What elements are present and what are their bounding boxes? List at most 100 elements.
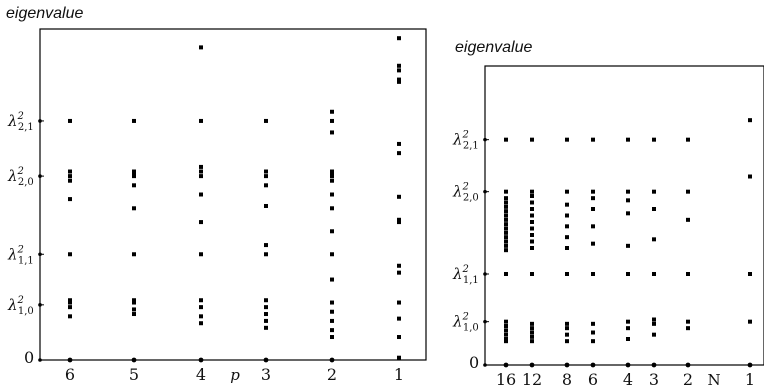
data-point (504, 235, 508, 240)
data-point (565, 321, 569, 326)
data-point (652, 317, 656, 322)
x-tick-label: 4 (623, 370, 633, 389)
data-point (263, 357, 269, 363)
data-point (504, 209, 508, 214)
data-point (330, 335, 334, 340)
data-point (591, 330, 595, 335)
data-point (132, 312, 136, 317)
data-point (397, 194, 401, 199)
data-point (397, 151, 401, 156)
data-point (132, 169, 136, 174)
data-point (132, 298, 136, 303)
data-point (330, 318, 334, 323)
data-point (397, 220, 401, 225)
data-point (199, 174, 203, 179)
data-point (626, 319, 630, 324)
data-point (397, 79, 401, 84)
data-point (626, 189, 630, 194)
data-point (565, 272, 569, 276)
data-point (264, 183, 268, 188)
plot-frame (39, 28, 427, 361)
data-point (626, 198, 630, 203)
data-point (397, 263, 401, 268)
data-point (748, 174, 752, 179)
data-point (504, 328, 508, 333)
data-point (131, 357, 137, 363)
data-point (199, 45, 203, 50)
x-tick-label: 16 (496, 370, 516, 389)
data-point (68, 169, 72, 174)
data-point (530, 194, 534, 198)
data-point (504, 137, 508, 142)
data-point (330, 206, 334, 211)
data-point (591, 189, 595, 194)
x-tick-label: 6 (65, 365, 75, 384)
data-point (330, 171, 334, 176)
data-point (504, 243, 508, 248)
data-point (199, 118, 203, 123)
data-point (530, 330, 534, 335)
data-point (264, 305, 268, 310)
x-tick-label: 1 (394, 365, 404, 384)
data-point (397, 77, 401, 82)
data-point (330, 169, 334, 174)
data-point (565, 326, 569, 331)
x-tick-label: 6 (588, 370, 598, 389)
data-point (652, 189, 656, 194)
data-point (504, 226, 508, 231)
data-point (591, 224, 595, 229)
data-point (591, 321, 595, 326)
data-point (132, 307, 136, 312)
data-point (651, 362, 657, 368)
data-point (68, 174, 72, 179)
data-point (264, 169, 268, 174)
data-point (132, 174, 136, 179)
data-point (264, 118, 268, 123)
data-point (504, 217, 508, 222)
data-point (530, 137, 534, 142)
data-point (330, 229, 334, 234)
data-point (330, 192, 334, 197)
data-point (504, 319, 508, 324)
axis-dot (38, 358, 42, 362)
data-point (748, 319, 752, 324)
data-point (330, 277, 334, 282)
data-point (530, 326, 534, 331)
data-point (530, 321, 534, 326)
data-point (68, 178, 72, 183)
data-point (747, 362, 753, 368)
data-point (565, 189, 569, 194)
data-point (264, 298, 268, 303)
data-point (530, 246, 534, 250)
data-point (199, 164, 203, 169)
axis-dot (483, 363, 487, 367)
data-point (330, 252, 334, 257)
data-point (565, 224, 569, 229)
chart-panel-left: eigenvalue λ2 2,1 λ2 2,0 λ2 1,1 λ2 1,0 0 6 5 4 3 2 1 p (6, 5, 427, 384)
data-point (626, 272, 630, 276)
data-point (504, 248, 508, 253)
data-point (264, 325, 268, 330)
data-point (530, 220, 534, 224)
data-point (530, 207, 534, 211)
data-point (504, 200, 508, 205)
data-point (565, 235, 569, 240)
data-point (626, 326, 630, 331)
y-tick-label: λ2 1,1 (7, 244, 34, 266)
data-point (329, 357, 335, 363)
data-point (504, 213, 508, 218)
data-point (565, 213, 569, 218)
data-point (264, 252, 268, 257)
axis-dot (483, 189, 487, 194)
y-tick-label: λ2 1,0 (7, 295, 34, 317)
data-point (530, 226, 534, 231)
data-point (686, 137, 690, 142)
data-point (68, 300, 72, 305)
data-point (132, 206, 136, 211)
data-point (132, 183, 136, 188)
x-tick-label: 1 (745, 370, 755, 389)
data-point (330, 328, 334, 333)
data-point (68, 314, 72, 319)
data-point (397, 335, 401, 340)
